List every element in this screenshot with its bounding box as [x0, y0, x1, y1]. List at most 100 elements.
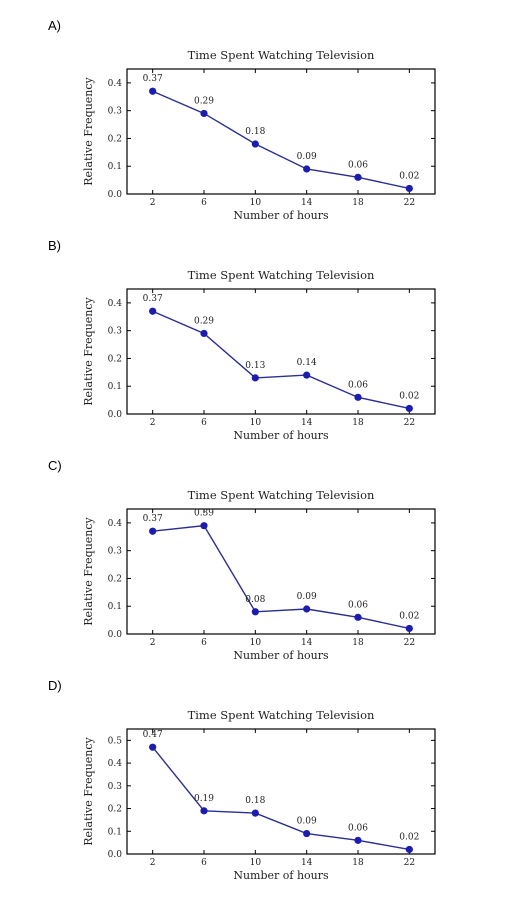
chart-title: Time Spent Watching Television — [188, 488, 375, 502]
data-label: 0.18 — [245, 796, 265, 806]
chart-c: Time Spent Watching Television 0.0 0.1 0.2 0… — [82, 488, 436, 662]
y-tick-label: 0.4 — [108, 759, 123, 769]
y-tick-label: 0.2 — [108, 354, 122, 364]
data-label: 0.06 — [348, 160, 368, 170]
data-point — [200, 329, 208, 338]
x-axis-label: Number of hours — [233, 209, 329, 222]
x-axis-label: Number of hours — [233, 649, 329, 662]
y-tick-label: 0.0 — [108, 850, 123, 860]
x-tick-label: 6 — [201, 638, 207, 648]
panel-label-a: A) — [48, 18, 61, 33]
data-point — [303, 371, 311, 379]
x-tick-label: 2 — [150, 638, 156, 648]
y-tick-label: 0.2 — [108, 805, 122, 815]
x-tick-label: 10 — [250, 198, 262, 208]
data-label: 0.37 — [143, 294, 163, 304]
data-label: 0.02 — [399, 611, 419, 621]
chart-b: Time Spent Watching Television 0.0 0.1 0.2 0… — [82, 268, 436, 442]
plot-frame — [126, 508, 436, 635]
panel-label-c: C) — [48, 458, 62, 473]
x-tick-label: 10 — [250, 638, 262, 648]
data-point — [149, 743, 157, 751]
data-label: 0.29 — [194, 316, 214, 326]
data-point — [354, 613, 362, 621]
data-label: 0.29 — [194, 96, 214, 106]
series-line — [152, 310, 410, 410]
x-tick-label: 18 — [352, 198, 364, 208]
data-point — [251, 608, 259, 616]
data-label: 0.14 — [297, 358, 317, 368]
data-point — [303, 605, 311, 613]
y-tick-label: 0.5 — [108, 736, 123, 746]
x-tick-label: 14 — [301, 638, 313, 648]
panel-d: D) Time Spent Watching Television 0.0 0.1 0… — [0, 678, 513, 898]
x-axis-label: Number of hours — [233, 869, 329, 882]
data-point — [149, 307, 157, 315]
x-tick-label: 18 — [352, 858, 364, 868]
data-point — [405, 624, 413, 633]
data-label: 0.08 — [245, 595, 265, 605]
data-label: 0.37 — [143, 74, 163, 84]
data-point — [405, 845, 413, 854]
x-tick-label: 14 — [301, 418, 313, 428]
data-label: 0.02 — [399, 171, 419, 181]
data-label: 0.06 — [348, 600, 368, 610]
y-tick-label: 0.3 — [108, 327, 123, 337]
chart-title: Time Spent Watching Television — [188, 268, 375, 282]
data-point — [354, 836, 362, 844]
y-tick-label: 0.4 — [108, 299, 123, 309]
x-tick-label: 22 — [404, 418, 415, 428]
y-tick-label: 0.3 — [108, 107, 123, 117]
data-point — [200, 522, 208, 530]
x-tick-label: 2 — [150, 858, 156, 868]
x-tick-label: 14 — [301, 858, 313, 868]
x-tick-label: 22 — [404, 198, 415, 208]
data-label: 0.37 — [143, 514, 163, 524]
y-tick-label: 0.1 — [108, 162, 122, 172]
x-tick-label: 10 — [250, 858, 262, 868]
series-line — [152, 90, 410, 190]
data-point — [149, 527, 157, 535]
panel-a: A) Time Spent Watching Television 0.0 0.1 0… — [0, 18, 513, 238]
y-tick-label: 0.4 — [108, 519, 123, 529]
y-tick-label: 0.2 — [108, 574, 122, 584]
x-tick-label: 22 — [404, 858, 415, 868]
y-tick-label: 0.0 — [108, 190, 123, 200]
chart-title: Time Spent Watching Television — [188, 708, 375, 722]
y-tick-label: 0.3 — [108, 782, 123, 792]
data-label: 0.39 — [194, 509, 214, 519]
data-point — [354, 173, 362, 181]
y-tick-label: 0.4 — [108, 79, 123, 89]
y-tick-label: 0.1 — [108, 827, 122, 837]
data-label: 0.09 — [297, 817, 317, 827]
x-axis-label: Number of hours — [233, 429, 329, 442]
x-tick-label: 14 — [301, 198, 313, 208]
panel-label-b: B) — [48, 238, 61, 253]
chart-d: Time Spent Watching Television 0.0 0.1 0.2 0… — [82, 708, 436, 882]
y-axis-label: Relative Frequency — [82, 76, 95, 185]
data-label: 0.02 — [399, 391, 419, 401]
plot-frame — [126, 288, 436, 415]
data-label: 0.18 — [245, 127, 265, 137]
y-axis-label: Relative Frequency — [82, 296, 95, 405]
x-tick-label: 6 — [201, 418, 207, 428]
data-point — [303, 165, 311, 173]
data-label: 0.06 — [348, 380, 368, 390]
y-axis-label: Relative Frequency — [82, 736, 95, 845]
y-tick-label: 0.1 — [108, 602, 122, 612]
x-tick-label: 10 — [250, 418, 262, 428]
x-tick-label: 6 — [201, 858, 207, 868]
y-axis-label: Relative Frequency — [82, 516, 95, 625]
x-tick-label: 2 — [150, 198, 156, 208]
x-tick-label: 2 — [150, 418, 156, 428]
panel-label-d: D) — [48, 678, 62, 693]
chart-title: Time Spent Watching Television — [188, 48, 375, 62]
x-tick-label: 18 — [352, 638, 364, 648]
data-point — [251, 374, 259, 382]
data-point — [405, 184, 413, 193]
data-label: 0.09 — [297, 152, 317, 162]
chart-a: Time Spent Watching Television 0.0 0.1 0.2 0… — [82, 48, 436, 222]
x-tick-label: 18 — [352, 418, 364, 428]
data-point — [251, 140, 259, 148]
data-point — [200, 807, 208, 815]
